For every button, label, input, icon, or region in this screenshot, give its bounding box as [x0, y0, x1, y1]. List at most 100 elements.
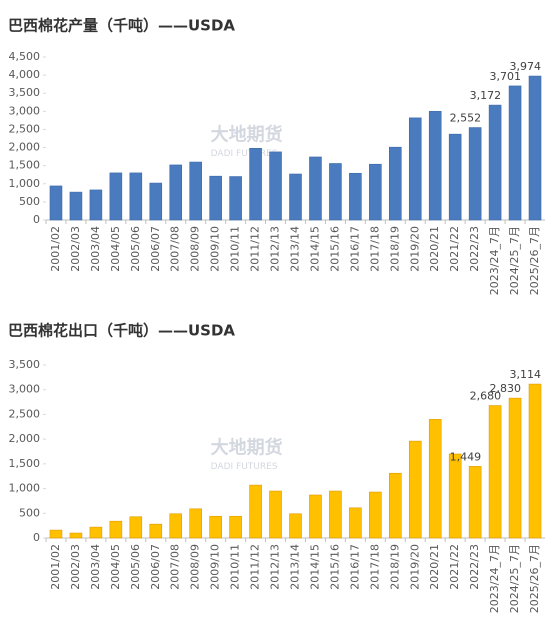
x-tick-label: 2014/15	[308, 226, 321, 272]
bar	[389, 472, 402, 539]
bar	[448, 133, 462, 221]
x-tick-label: 2003/04	[89, 544, 102, 590]
x-tick-label: 2013/14	[289, 226, 302, 272]
x-tick-label: 2022/23	[468, 226, 481, 272]
x-tick-label: 2019/20	[408, 544, 421, 590]
bar	[389, 146, 402, 221]
x-tick-label: 2021/22	[448, 544, 461, 590]
x-tick-label: 2012/13	[269, 544, 282, 590]
bar	[408, 440, 422, 539]
bar	[329, 490, 342, 539]
bar	[209, 515, 222, 539]
bar	[209, 175, 222, 221]
bar	[309, 156, 322, 221]
watermark-sub: DADI FUTURES	[211, 462, 278, 472]
x-tick-label: 2004/05	[109, 226, 122, 272]
x-tick-label: 2025/26_7月	[528, 226, 541, 295]
x-tick-label: 2016/17	[348, 226, 361, 272]
bar	[269, 490, 282, 539]
x-tick-label: 2024/25_7月	[508, 544, 521, 613]
x-tick-label: 2014/15	[308, 544, 321, 590]
x-tick-label: 2018/19	[388, 544, 401, 590]
bar	[229, 515, 242, 539]
x-tick-label: 2005/06	[129, 544, 142, 590]
value-label: 2,680	[470, 390, 502, 403]
bar	[528, 383, 542, 539]
y-tick-label: 3,000	[9, 383, 41, 396]
y-tick-label: 3,500	[9, 86, 41, 99]
bar	[249, 484, 262, 539]
y-tick-label: 2,500	[9, 122, 41, 135]
value-label: 2,830	[490, 382, 522, 395]
chart-title: 巴西棉花产量（千吨）——USDA	[8, 17, 235, 35]
bar	[468, 127, 482, 221]
bar	[109, 172, 123, 221]
x-tick-label: 2016/17	[348, 544, 361, 590]
y-tick-label: 3,000	[9, 104, 41, 117]
x-tick-label: 2017/18	[368, 544, 381, 590]
value-label: 2,552	[450, 112, 482, 125]
bar	[369, 163, 382, 221]
x-tick-label: 2010/11	[229, 544, 242, 590]
bar	[89, 189, 103, 221]
y-tick-label: 1,500	[9, 457, 41, 470]
x-tick-label: 2005/06	[129, 226, 142, 272]
x-tick-label: 2019/20	[408, 226, 421, 272]
x-tick-label: 2022/23	[468, 544, 481, 590]
y-tick-label: 2,000	[9, 432, 41, 445]
x-tick-label: 2021/22	[448, 226, 461, 272]
bar	[169, 513, 183, 539]
x-tick-label: 2011/12	[249, 226, 262, 272]
x-tick-label: 2003/04	[89, 226, 102, 272]
bar	[508, 397, 522, 539]
bar	[329, 163, 342, 221]
bar	[269, 151, 282, 221]
watermark-sub: DADI FUTURES	[211, 149, 278, 159]
y-tick-label: 4,500	[9, 50, 41, 63]
x-tick-label: 2004/05	[109, 544, 122, 590]
y-tick-label: 3,500	[9, 358, 41, 371]
bar	[289, 513, 302, 539]
bar	[488, 104, 502, 221]
x-tick-label: 2015/16	[328, 226, 341, 272]
x-tick-label: 2008/09	[189, 544, 202, 590]
bar	[428, 419, 442, 539]
x-tick-label: 2023/24_7月	[488, 226, 501, 295]
value-label: 3,114	[510, 368, 542, 381]
bar	[428, 111, 442, 221]
bar	[49, 185, 63, 221]
bar	[129, 172, 143, 221]
y-tick-label: 500	[19, 195, 40, 208]
bar	[189, 161, 202, 221]
bar	[89, 526, 103, 539]
x-tick-label: 2020/21	[428, 226, 441, 272]
x-tick-label: 2010/11	[229, 226, 242, 272]
value-label: 3,974	[510, 60, 542, 73]
value-label: 3,701	[490, 70, 522, 83]
x-tick-label: 2012/13	[269, 226, 282, 272]
bar	[69, 191, 83, 221]
bar	[508, 85, 522, 221]
y-tick-label: 2,500	[9, 407, 41, 420]
x-tick-label: 2018/19	[388, 226, 401, 272]
bar	[448, 453, 462, 539]
bar	[249, 147, 262, 221]
x-tick-label: 2007/08	[169, 544, 182, 590]
bar	[189, 508, 202, 539]
bar	[229, 176, 242, 221]
x-tick-label: 2025/26_7月	[528, 544, 541, 613]
bar	[408, 117, 422, 221]
x-tick-label: 2008/09	[189, 226, 202, 272]
bar	[488, 405, 502, 539]
bar	[49, 529, 63, 539]
bar	[149, 182, 163, 221]
bar	[349, 172, 362, 221]
bar	[369, 491, 382, 539]
x-tick-label: 2024/25_7月	[508, 226, 521, 295]
y-tick-label: 2,000	[9, 141, 41, 154]
x-tick-label: 2015/16	[328, 544, 341, 590]
bar	[149, 523, 163, 539]
y-tick-label: 4,000	[9, 68, 41, 81]
